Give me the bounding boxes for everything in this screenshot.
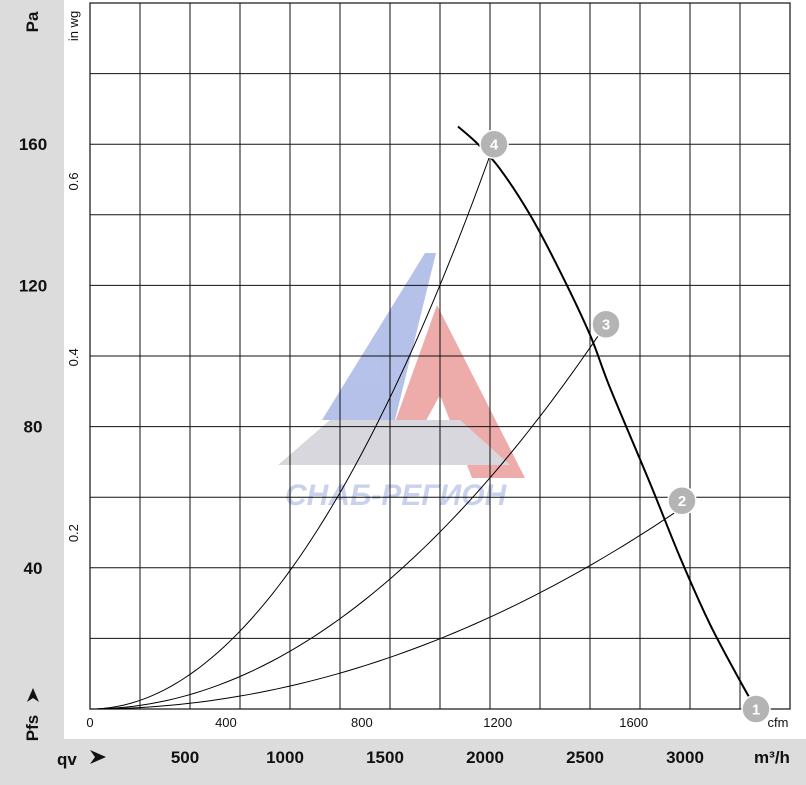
x-tick-label-cfm: 400 — [215, 715, 237, 730]
system-curve — [89, 323, 607, 710]
watermark-blue-triangle — [322, 253, 436, 420]
x-tick-label-m3h: 1500 — [366, 748, 404, 767]
y-axis-title-pa: Pa — [23, 11, 42, 32]
watermark-text: СНАБ-РЕГИОН — [285, 479, 508, 512]
y-axis-title-inwg: in wg — [66, 11, 81, 41]
x-tick-label-cfm: 1200 — [483, 715, 512, 730]
y-tick-label-pa: 80 — [24, 418, 43, 437]
x-tick-label-m3h: 2000 — [466, 748, 504, 767]
system-curve — [89, 507, 683, 710]
y-tick-label-inwg: 0.4 — [66, 348, 81, 366]
watermark-logo: СНАБ-РЕГИОН — [278, 253, 525, 512]
x-tick-label-m3h: 3000 — [666, 748, 704, 767]
operating-point-marker — [667, 485, 697, 516]
operating-point-label: 1 — [752, 702, 760, 719]
x-tick-label-cfm: 0 — [86, 715, 93, 730]
x-tick-label-m3h: 2500 — [566, 748, 604, 767]
qv-arrow-icon — [90, 750, 106, 764]
y-tick-label-inwg: 0.2 — [66, 524, 81, 542]
operating-point-label: 4 — [490, 137, 499, 154]
operating-point-marker — [591, 309, 621, 339]
y-tick-label-pa: 160 — [19, 135, 47, 154]
pfs-arrow-icon — [27, 688, 39, 702]
operating-point-label: 3 — [602, 317, 610, 334]
x-tick-label-m3h: 500 — [171, 748, 199, 767]
x-tick-label-cfm: 800 — [351, 715, 373, 730]
x-axis-title-cfm: cfm — [768, 715, 789, 730]
x-axis-title-m3h: m³/h — [754, 748, 790, 767]
operating-point-marker — [479, 129, 509, 159]
grid — [89, 2, 791, 710]
x-tick-label-m3h: 1000 — [266, 748, 304, 767]
y-tick-label-inwg: 0.6 — [66, 172, 81, 190]
pfs-axis-label: Pfs — [23, 715, 42, 741]
y-tick-label-pa: 120 — [19, 276, 47, 295]
fan-curve — [457, 125, 757, 710]
watermark-gray-triangle — [278, 420, 510, 465]
bottom-axis-band — [0, 739, 806, 785]
plot-frame — [89, 2, 791, 710]
operating-points: 1 2 3 4 — [479, 129, 771, 724]
system-curve — [89, 144, 495, 710]
y-tick-label-pa: 40 — [24, 559, 43, 578]
curves — [89, 125, 757, 710]
axis-labels: 40 80 120 160 Pa 0.2 0.4 0.6 in wg 0 400 800 1200 160… — [19, 11, 790, 769]
operating-point-label: 2 — [678, 493, 686, 510]
left-axis-band — [0, 0, 64, 785]
x-tick-label-cfm: 1600 — [619, 715, 648, 730]
operating-point-marker — [741, 694, 771, 724]
x-axis-qv-label: qv — [57, 750, 77, 769]
